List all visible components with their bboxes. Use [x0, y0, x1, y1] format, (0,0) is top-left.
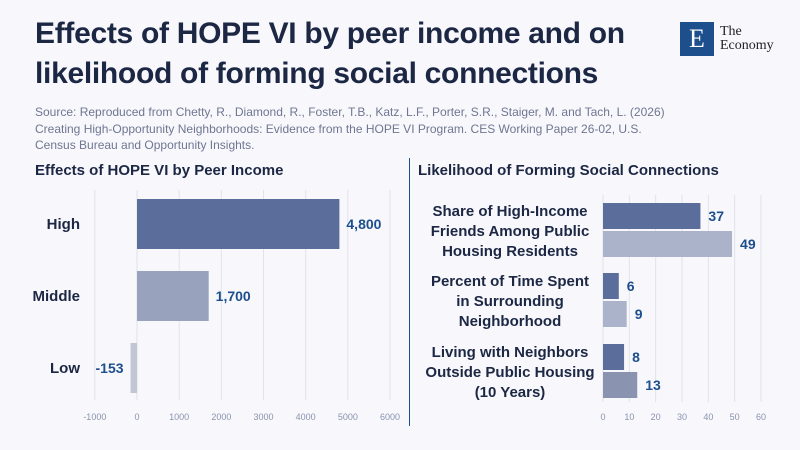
category-label: Outside Public Housing	[425, 364, 594, 381]
bar-series-2	[603, 301, 627, 327]
x-tick-label: 2000	[211, 412, 231, 422]
x-tick-label: 5000	[338, 412, 358, 422]
x-tick-label: 1000	[169, 412, 189, 422]
value-label: 37	[708, 208, 724, 224]
category-label: Share of High-Income	[432, 203, 587, 220]
x-tick-label: 6000	[380, 412, 400, 422]
value-label: 1,700	[216, 288, 251, 304]
x-tick-label: 50	[730, 412, 740, 422]
x-tick-label: 60	[756, 412, 766, 422]
logo-line2: Economy	[720, 38, 774, 53]
page-title: Effects of HOPE VI by peer income and on…	[35, 17, 625, 90]
logo: E The Economy	[680, 22, 774, 56]
bar-series-2	[603, 231, 733, 257]
value-label: 8	[632, 349, 640, 365]
x-tick-label: 0	[600, 412, 605, 422]
category-label: (10 Years)	[475, 384, 546, 401]
x-tick-label: 4000	[296, 412, 316, 422]
category-label: High	[47, 216, 80, 233]
x-tick-label: -1000	[83, 412, 106, 422]
value-label: -153	[96, 360, 124, 376]
logo-mark: E	[680, 22, 714, 56]
category-label: Living with Neighbors	[432, 344, 589, 361]
category-label: Percent of Time Spent	[431, 273, 589, 290]
source-note: Source: Reproduced from Chetty, R., Diam…	[35, 105, 665, 152]
bar-series-2	[603, 372, 638, 398]
value-label: 6	[627, 278, 635, 294]
bar-series-1	[603, 344, 625, 370]
category-label: in Surrounding	[456, 293, 563, 310]
left-chart-title: Effects of HOPE VI by Peer Income	[35, 162, 284, 179]
bar-series-1	[603, 273, 619, 299]
value-label: 13	[645, 377, 661, 393]
x-tick-label: 40	[703, 412, 713, 422]
right-chart-title: Likelihood of Forming Social Connections	[418, 162, 719, 179]
bar-middle	[137, 271, 209, 321]
bar-series-1	[603, 203, 701, 229]
bar-high	[137, 199, 340, 249]
x-tick-label: 10	[624, 412, 634, 422]
category-label: Middle	[33, 288, 81, 305]
category-label: Neighborhood	[459, 313, 561, 330]
bar-low	[130, 343, 137, 393]
x-tick-label: 3000	[253, 412, 273, 422]
value-label: 9	[635, 306, 643, 322]
logo-line1: The	[720, 24, 742, 39]
x-tick-label: 20	[651, 412, 661, 422]
category-label: Friends Among Public	[431, 223, 590, 240]
x-tick-label: 0	[134, 412, 139, 422]
x-tick-label: 30	[677, 412, 687, 422]
category-label: Housing Residents	[442, 243, 578, 260]
divider	[409, 158, 410, 426]
value-label: 49	[740, 236, 756, 252]
category-label: Low	[50, 360, 80, 377]
value-label: 4,800	[346, 216, 381, 232]
